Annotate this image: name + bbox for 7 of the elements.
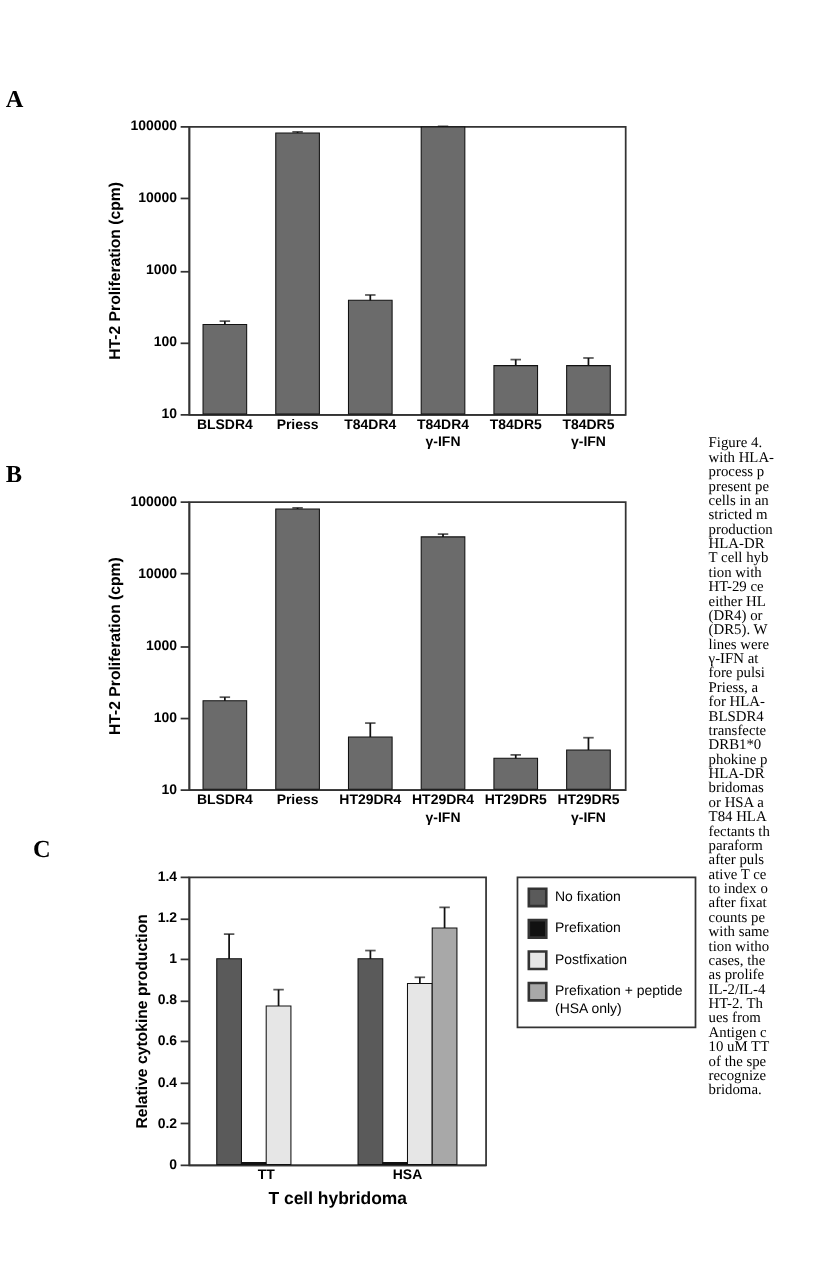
x-axis-title: T cell hybridoma (268, 1187, 408, 1208)
chart-title: A (5, 84, 24, 113)
chart-title: C (32, 835, 51, 864)
y-axis-title: Relative cytokine production (133, 913, 152, 1129)
chart-title: B (5, 460, 23, 489)
y-axis-title: HT-2 Proliferation (cpm) (106, 181, 125, 360)
y-axis-title: HT-2 Proliferation (cpm) (106, 556, 125, 736)
